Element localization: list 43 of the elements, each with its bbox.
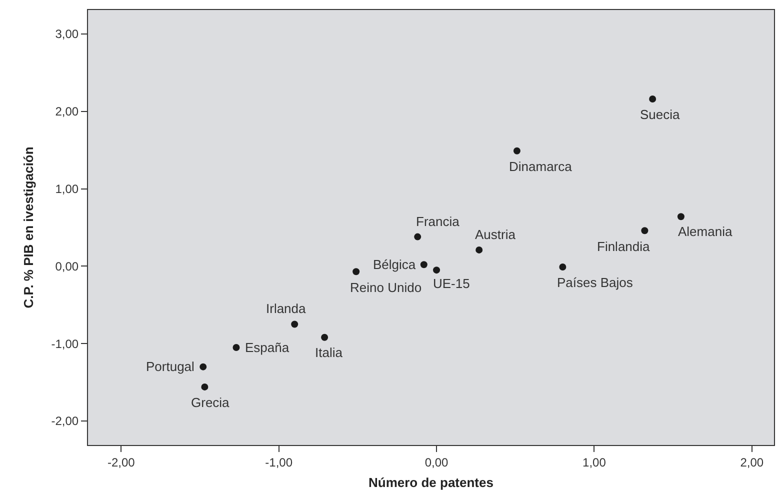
y-tick-label: 1,00 xyxy=(55,182,79,196)
annotation: Grecia xyxy=(191,395,230,410)
point xyxy=(200,363,207,370)
annotation: Irlanda xyxy=(266,301,307,316)
annotation: Portugal xyxy=(146,359,195,374)
x-tick-label: 0,00 xyxy=(424,455,449,470)
annotation: Alemania xyxy=(678,224,733,239)
y-tick-label: 3,00 xyxy=(55,27,79,42)
point xyxy=(201,383,208,390)
point xyxy=(513,147,520,154)
y-tick-label: -2,00 xyxy=(51,414,79,428)
annotation: España xyxy=(245,340,290,355)
annotation: UE-15 xyxy=(433,276,470,291)
point xyxy=(476,246,483,254)
annotation: Italia xyxy=(315,345,344,360)
point xyxy=(414,233,422,240)
point xyxy=(433,266,440,274)
point xyxy=(649,96,656,103)
annotation: Suecia xyxy=(640,107,681,122)
point xyxy=(232,344,240,351)
x-tick-label: 2,00 xyxy=(740,455,764,470)
annotation: Austria xyxy=(475,227,516,242)
point xyxy=(420,261,428,268)
point xyxy=(352,268,360,276)
y-axis-title: C.P. % PIB en ivestigación xyxy=(21,146,36,308)
x-tick-label: -1,00 xyxy=(265,455,293,470)
annotation: Países Bajos xyxy=(557,275,634,290)
point xyxy=(321,334,328,341)
point xyxy=(677,213,684,220)
x-tick-label: 1,00 xyxy=(582,455,606,470)
x-tick-label: -2,00 xyxy=(107,455,136,470)
annotation: Bélgica xyxy=(373,257,416,272)
point xyxy=(291,320,298,328)
point xyxy=(641,227,648,234)
y-tick-label: 2,00 xyxy=(55,104,79,119)
point xyxy=(559,263,566,270)
annotation: Dinamarca xyxy=(509,159,573,174)
annotation: Finlandia xyxy=(597,239,651,254)
y-tick-label: 0,00 xyxy=(55,259,79,274)
annotation: Reino Unido xyxy=(350,280,422,295)
y-tick-label: -1,00 xyxy=(51,336,79,351)
annotation: Francia xyxy=(416,214,460,229)
x-axis-title: Número de patentes xyxy=(368,475,494,490)
